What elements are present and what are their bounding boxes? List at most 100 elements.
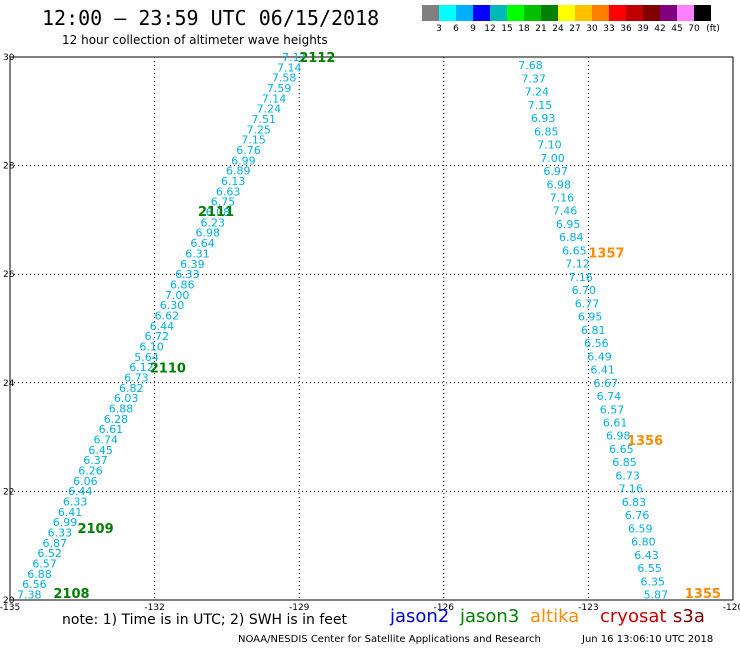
swh-value-label: 6.52: [37, 547, 62, 560]
legend-s3a: s3a: [673, 606, 705, 627]
scale-label: 15: [501, 24, 513, 34]
pass-number-label: 1355: [685, 587, 721, 602]
pass-number-label: 2108: [53, 587, 89, 602]
swh-value-label: 6.73: [615, 469, 640, 482]
swh-value-label: 6.10: [139, 340, 164, 353]
lat-tick-label: 28: [3, 162, 15, 172]
swh-value-label: 6.65: [562, 244, 587, 257]
swh-value-label: 6.64: [190, 237, 215, 250]
swh-value-label: 7.00: [165, 289, 190, 302]
scale-swatch: [507, 5, 524, 21]
swh-value-label: 7.25: [246, 123, 271, 136]
lat-tick-label: 26: [3, 270, 15, 280]
pass-number-label: 1356: [627, 434, 663, 449]
swh-value-label: 6.13: [221, 175, 246, 188]
scale-label: 27: [569, 24, 581, 34]
swh-value-label: 6.33: [175, 268, 200, 281]
swh-value-label: 6.74: [94, 434, 119, 447]
swh-value-label: 7.11: [282, 51, 307, 64]
swh-value-label: 6.41: [58, 506, 83, 519]
swh-value-label: 7.37: [521, 72, 546, 85]
swh-value-label: 7.16: [550, 192, 575, 205]
swh-value-label: 6.44: [68, 485, 93, 498]
pass-number-label: 2112: [299, 51, 335, 66]
scale-label: 3: [436, 24, 442, 34]
lon-tick-label: -132: [144, 603, 164, 613]
lon-tick-label: -126: [434, 603, 455, 613]
swh-value-label: 6.31: [185, 247, 210, 260]
swh-value-label: 6.63: [216, 185, 241, 198]
swh-value-label: 7.12: [565, 258, 590, 271]
swh-value-label: 7.16: [568, 271, 593, 284]
swh-value-label: 6.98: [547, 178, 572, 191]
footer-timestamp: Jun 16 13:06:10 UTC 2018: [582, 634, 714, 645]
lat-tick-label: 30: [3, 53, 15, 63]
swh-value-label: 6.95: [556, 218, 581, 231]
swh-value-label: 6.93: [531, 112, 556, 125]
swh-value-label: 7.38: [17, 589, 42, 602]
scale-swatch: [626, 5, 643, 21]
swh-value-label: 6.33: [48, 527, 73, 540]
swh-value-label: 6.39: [180, 258, 205, 271]
pass-number-label: 2109: [77, 522, 113, 537]
swh-value-label: 6.99: [53, 516, 78, 529]
lat-tick-label: 20: [3, 596, 15, 606]
scale-swatch: [456, 5, 473, 21]
swh-value-label: 7.14: [262, 92, 287, 105]
scale-label: 21: [535, 24, 547, 34]
swh-value-label: 7.00: [540, 152, 565, 165]
scale-label: 24: [552, 24, 564, 34]
scale-swatch: [422, 5, 439, 21]
swh-value-label: 6.03: [114, 392, 139, 405]
note-text: note: 1) Time is in UTC; 2) SWH is in fe…: [62, 612, 348, 628]
scale-swatch: [643, 5, 660, 21]
legend-jason3: jason3: [460, 606, 520, 627]
swh-value-label: 7.59: [267, 82, 292, 95]
satellite-legend: jason2 jason3 altika cryosat s3a: [0, 606, 740, 628]
swh-value-label: 6.77: [575, 297, 600, 310]
pass-number-label: 1357: [588, 246, 624, 261]
lat-tick-label: 22: [3, 487, 14, 497]
swh-value-label: 6.67: [594, 377, 619, 390]
scale-swatch: [592, 5, 609, 21]
swh-value-label: 6.33: [63, 496, 88, 509]
swh-value-label: 6.87: [43, 537, 68, 550]
legend-jason2: jason2: [390, 606, 450, 627]
scale-swatch: [524, 5, 541, 21]
swh-value-label: 7.24: [525, 86, 550, 99]
swh-value-label: 6.88: [27, 568, 52, 581]
scale-label: 70: [688, 24, 700, 34]
scale-swatch: [660, 5, 677, 21]
swh-value-label: 6.70: [572, 284, 597, 297]
swh-value-label: 7.14: [277, 61, 302, 74]
swh-value-label: 6.85: [534, 125, 559, 138]
scale-swatch: [575, 5, 592, 21]
page-subtitle: 12 hour collection of altimeter wave hei…: [62, 33, 328, 47]
swh-value-label: 6.44: [150, 320, 175, 333]
footer-credit: NOAA/NESDIS Center for Satellite Applica…: [238, 634, 541, 645]
scale-swatch: [558, 5, 575, 21]
swh-value-label: 6.28: [104, 413, 129, 426]
pass-number-label: 2111: [198, 205, 234, 220]
swh-value-label: 7.15: [528, 99, 553, 112]
legend-cryosat: cryosat: [600, 606, 667, 627]
scale-unit: (ft): [706, 24, 720, 34]
swh-value-label: 6.56: [584, 337, 609, 350]
legend-altika: altika: [530, 606, 580, 627]
swh-value-label: 6.82: [119, 382, 144, 395]
scale-label: 12: [484, 24, 496, 34]
scale-swatch: [609, 5, 626, 21]
swh-value-label: 6.81: [581, 324, 606, 337]
scale-label: 9: [470, 24, 476, 34]
swh-value-label: 6.41: [590, 364, 615, 377]
swh-value-label: 6.30: [160, 299, 185, 312]
swh-value-label: 6.57: [32, 558, 57, 571]
swh-value-label: 6.97: [543, 165, 568, 178]
swh-value-label: 7.68: [518, 59, 543, 72]
swh-value-label: 5.64: [134, 351, 159, 364]
swh-value-label: 6.86: [170, 278, 195, 291]
swh-value-label: 6.89: [226, 165, 251, 178]
swh-value-label: 6.61: [603, 417, 628, 430]
scale-label: 45: [671, 24, 683, 34]
scale-label: 30: [586, 24, 598, 34]
